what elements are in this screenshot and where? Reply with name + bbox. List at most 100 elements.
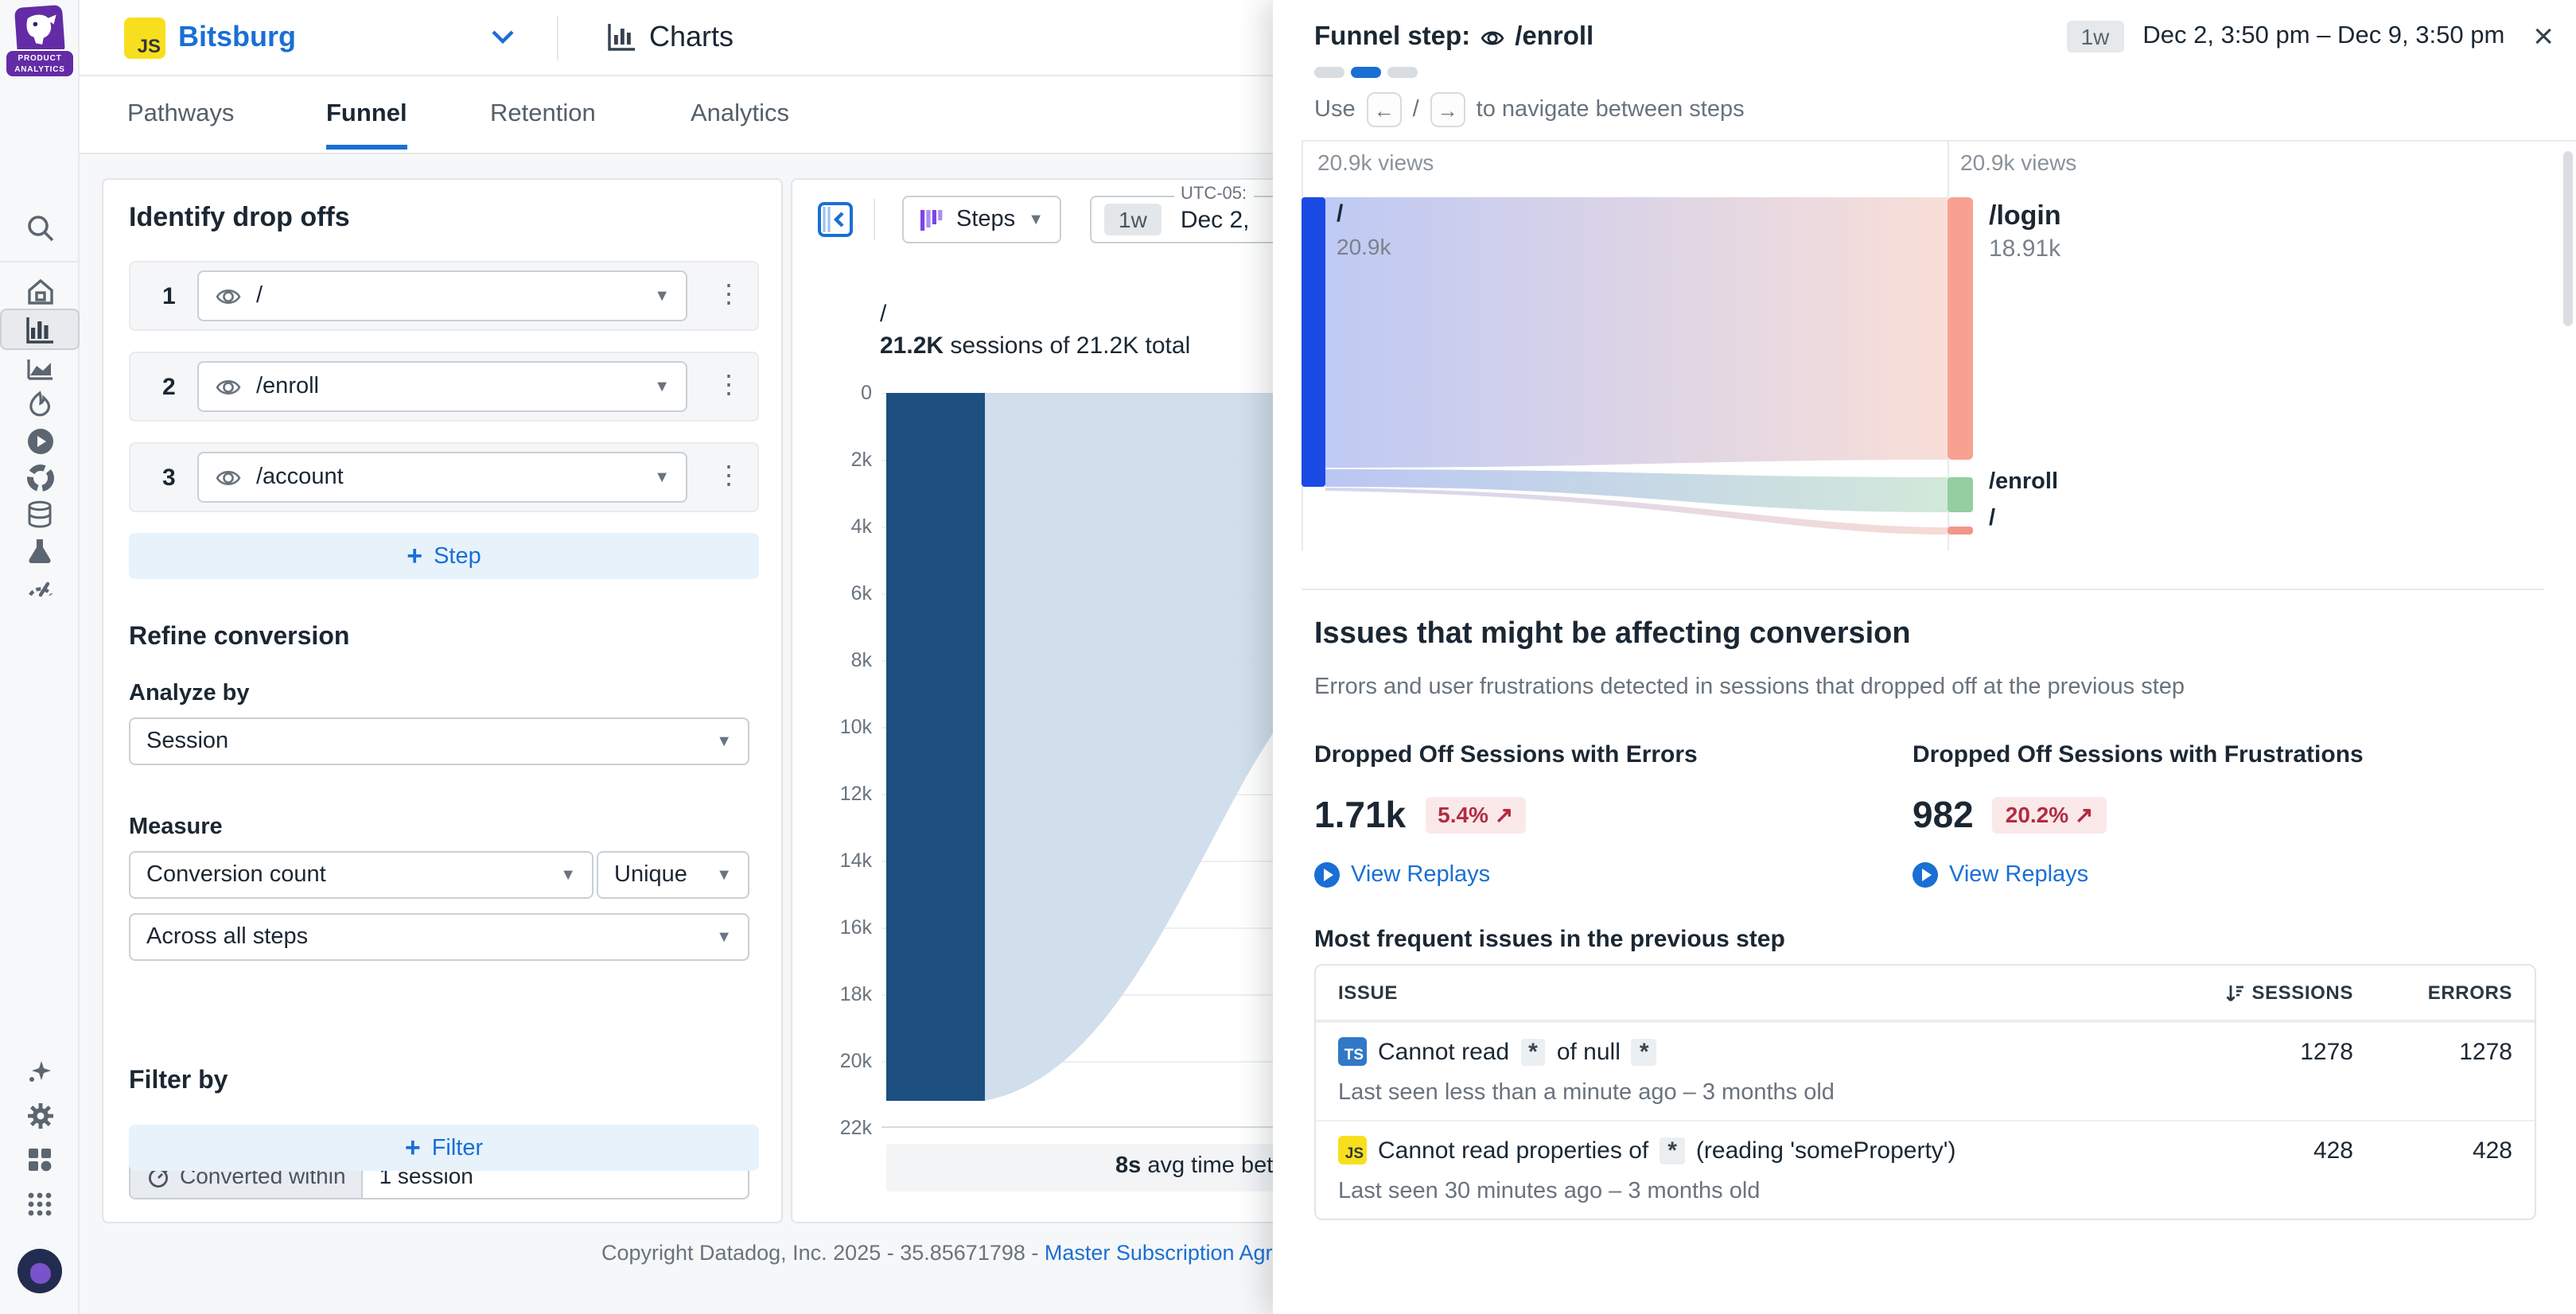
flow-to-enroll[interactable] [1325,469,1948,512]
step-3-select[interactable]: /account ▼ [197,452,687,503]
measure-mode-select[interactable]: Unique ▼ [597,851,749,899]
stat-value: 982 [1913,794,1974,835]
arrow-left-key[interactable]: ← [1366,92,1402,127]
collapse-panel-button[interactable] [816,200,854,239]
tab-funnel[interactable]: Funnel [326,76,407,153]
col-errors[interactable]: ERRORS [2427,982,2512,1004]
errors-count: 428 [2472,1137,2512,1164]
user-avatar[interactable] [18,1249,62,1293]
whats-new-icon[interactable] [0,1052,80,1093]
database-icon[interactable] [0,493,80,535]
sessions-count: 1278 [2300,1039,2353,1066]
settings-gear-icon[interactable] [0,1094,80,1136]
step-1-select[interactable]: / ▼ [197,270,687,321]
sankey-left-views-label: 20.9k views [1317,150,1434,175]
source-node-label: / [1337,200,1344,227]
tab-retention[interactable]: Retention [490,100,596,127]
flask-icon[interactable] [0,530,80,571]
sankey-login-node[interactable] [1948,197,1973,460]
view-mode-dropdown[interactable]: Steps ▼ [902,196,1061,243]
sankey-right-views-label: 20.9k views [1960,150,2077,175]
issues-table-header: ISSUE SESSIONS ERRORS [1316,966,2535,1021]
view-icon [216,470,241,484]
copyright-text: Copyright Datadog, Inc. 2025 - 35.856717… [601,1241,1045,1265]
keyboard-nav-hint: Use ← / → to navigate between steps [1314,92,1745,127]
view-icon [216,379,241,394]
analyze-by-select[interactable]: Session ▼ [129,717,749,765]
step-number: 2 [162,374,176,401]
tab-analytics[interactable]: Analytics [691,100,790,127]
sankey-source-node[interactable] [1302,197,1325,487]
view-replays-link-errors[interactable]: View Replays [1314,862,1887,888]
tab-pathways[interactable]: Pathways [127,100,235,127]
area-chart-icon[interactable] [0,347,80,388]
wildcard-chip: * [1520,1038,1546,1065]
step-progress-pill-3[interactable] [1387,67,1418,78]
step-3-menu-button[interactable]: ⋮ [716,463,741,490]
flow-to-slash[interactable] [1325,488,1948,535]
add-step-button[interactable]: + Step [129,533,759,579]
sankey-diagram[interactable] [1302,178,2002,560]
session-replay-icon[interactable] [0,420,80,461]
funnel-area [985,393,1772,1101]
integrations-icon[interactable] [0,1139,80,1180]
add-filter-button[interactable]: + Filter [129,1125,759,1171]
stat-delta-badge: 20.2% ↗ [1992,797,2107,834]
home-icon[interactable] [0,270,80,312]
errors-stat: Dropped Off Sessions with Errors 1.71k 5… [1314,741,1887,888]
toolbar-divider [874,199,875,240]
funnel-step-row-1: 1 / ▼ ⋮ [129,261,759,331]
funnel-step-row-3: 3 /account ▼ ⋮ [129,442,759,512]
chart-step-name: / [880,301,887,328]
col-sessions[interactable]: SESSIONS [2162,982,2353,1004]
measure-label: Measure [129,814,223,840]
panel-step-name: /enroll [1515,22,1594,51]
arrow-right-key[interactable]: → [1430,92,1465,127]
step-1-menu-button[interactable]: ⋮ [716,282,741,309]
chevron-down-icon: ▼ [716,928,732,946]
step-2-select[interactable]: /enroll ▼ [197,361,687,412]
close-icon[interactable]: × [2533,16,2554,56]
chevron-down-icon: ▼ [1028,211,1044,228]
step-value: /enroll [256,374,319,399]
donut-icon[interactable] [0,457,80,498]
step-progress-pill-2[interactable] [1351,67,1381,78]
chevron-down-icon[interactable] [490,27,516,46]
issue-row-2[interactable]: JS Cannot read properties of * (reading … [1316,1120,2535,1219]
funnel-step-row-2: 2 /enroll ▼ ⋮ [129,352,759,422]
view-icon [1481,30,1504,45]
sankey-slash-node[interactable] [1948,527,1973,535]
chart-sessions-summary: 21.2K sessions of 21.2K total [880,332,1191,360]
flame-icon[interactable] [0,383,80,425]
app-grid-icon[interactable] [0,1184,80,1225]
col-issue[interactable]: ISSUE [1338,982,1399,1004]
range-preset-badge[interactable]: 1w [2066,21,2124,52]
panel-scrollbar[interactable] [2563,151,2573,326]
workspace-selector[interactable]: Bitsburg [178,21,296,52]
enroll-node-label: /enroll [1989,469,2059,495]
slash-node-label: / [1989,506,1996,531]
step-progress-pill-1[interactable] [1314,67,1344,78]
play-icon [1913,862,1938,888]
step-2-menu-button[interactable]: ⋮ [716,372,741,399]
flow-to-login[interactable] [1325,197,1948,468]
panel-date-range[interactable]: Dec 2, 3:50 pm – Dec 9, 3:50 pm [2142,22,2505,49]
builder-title: Identify drop offs [129,202,350,232]
sankey-enroll-node[interactable] [1948,477,1973,512]
search-icon[interactable] [0,207,80,248]
step-number: 3 [162,465,176,492]
view-replays-link-frustrations[interactable]: View Replays [1913,862,2485,888]
charts-nav-icon[interactable] [0,309,80,350]
login-node-label: /login [1989,200,2061,231]
gauge-icon[interactable] [0,566,80,608]
product-analytics-logo[interactable]: PRODUCT ANALYTICS [5,4,75,78]
measure-select[interactable]: Conversion count ▼ [129,851,593,899]
scope-select[interactable]: Across all steps ▼ [129,913,749,961]
range-start-date: Dec 2, [1180,206,1250,233]
chevron-down-icon: ▼ [654,468,670,486]
issue-row-1[interactable]: TS Cannot read * of null * 1278 1278 Las… [1316,1021,2535,1120]
workspace-js-icon[interactable]: JS [124,17,165,59]
issues-table: ISSUE SESSIONS ERRORS TS Cannot read * o… [1314,964,2536,1220]
panel-title: Funnel step: /enroll [1314,22,1594,51]
